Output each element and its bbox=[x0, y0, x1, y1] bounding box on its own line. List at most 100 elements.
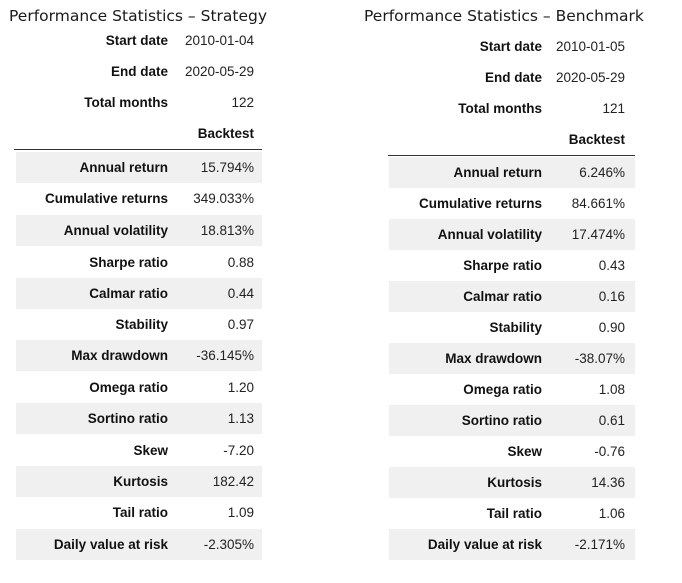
stat-value: -38.07% bbox=[574, 351, 625, 366]
header-divider bbox=[14, 149, 262, 150]
meta-value: 122 bbox=[231, 95, 254, 110]
stat-row: Calmar ratio 0.44 bbox=[16, 278, 262, 309]
stat-label: Max drawdown bbox=[445, 351, 542, 366]
stat-label: Annual volatility bbox=[63, 223, 168, 238]
stat-value: 18.813% bbox=[200, 223, 254, 238]
stat-row: Tail ratio 1.06 bbox=[389, 498, 635, 529]
stat-row: Sortino ratio 1.13 bbox=[16, 403, 262, 434]
stat-row: Daily value at risk -2.305% bbox=[16, 529, 262, 560]
stat-label: Sharpe ratio bbox=[89, 255, 168, 270]
meta-row-start-date: Start date 2010-01-04 bbox=[16, 25, 262, 56]
column-header-row: Backtest bbox=[16, 118, 262, 149]
meta-row-total-months: Total months 122 bbox=[16, 87, 262, 118]
meta-label: End date bbox=[484, 70, 542, 85]
column-header-backtest: Backtest bbox=[568, 132, 625, 147]
stat-row: Kurtosis 14.36 bbox=[389, 467, 635, 498]
stat-value: 349.033% bbox=[193, 191, 254, 206]
stat-value: -0.76 bbox=[594, 444, 625, 459]
stat-row: Cumulative returns 84.661% bbox=[389, 188, 635, 219]
stat-label: Tail ratio bbox=[112, 505, 168, 520]
meta-label: Start date bbox=[105, 33, 168, 48]
stat-value: -7.20 bbox=[223, 443, 254, 458]
stat-row: Kurtosis 182.42 bbox=[16, 466, 262, 497]
stat-label: Omega ratio bbox=[89, 380, 168, 395]
stat-row: Max drawdown -36.145% bbox=[16, 340, 262, 371]
stat-label: Daily value at risk bbox=[53, 537, 168, 552]
stat-value: 1.06 bbox=[598, 506, 625, 521]
meta-row-end-date: End date 2020-05-29 bbox=[16, 56, 262, 87]
stat-value: 14.36 bbox=[591, 475, 625, 490]
stat-row: Stability 0.90 bbox=[389, 312, 635, 343]
stat-row: Calmar ratio 0.16 bbox=[389, 281, 635, 312]
stat-row: Annual volatility 18.813% bbox=[16, 215, 262, 246]
stat-label: Daily value at risk bbox=[427, 537, 542, 552]
stat-value: 1.13 bbox=[227, 411, 254, 426]
meta-label: Total months bbox=[84, 95, 168, 110]
stat-label: Kurtosis bbox=[113, 474, 168, 489]
stat-value: 17.474% bbox=[571, 227, 625, 242]
stat-row: Annual return 6.246% bbox=[389, 157, 635, 188]
stat-value: 0.44 bbox=[227, 286, 254, 301]
stat-row: Sharpe ratio 0.88 bbox=[16, 247, 262, 278]
stat-row: Omega ratio 1.20 bbox=[16, 372, 262, 403]
stat-label: Calmar ratio bbox=[89, 286, 168, 301]
stat-label: Max drawdown bbox=[71, 348, 168, 363]
benchmark-title: Performance Statistics – Benchmark bbox=[364, 7, 644, 25]
meta-row-end-date: End date 2020-05-29 bbox=[389, 62, 635, 93]
stat-row: Max drawdown -38.07% bbox=[389, 343, 635, 374]
stat-label: Cumulative returns bbox=[418, 196, 542, 211]
header-divider bbox=[388, 155, 635, 156]
stat-row: Omega ratio 1.08 bbox=[389, 374, 635, 405]
stat-label: Skew bbox=[507, 444, 542, 459]
stat-label: Calmar ratio bbox=[463, 289, 542, 304]
meta-value: 2010-01-04 bbox=[184, 33, 254, 48]
stat-value: -2.171% bbox=[574, 537, 625, 552]
stat-value: 1.09 bbox=[227, 505, 254, 520]
stat-value: 0.16 bbox=[598, 289, 625, 304]
stat-value: 6.246% bbox=[579, 165, 625, 180]
meta-row-total-months: Total months 121 bbox=[389, 93, 635, 124]
stat-label: Annual return bbox=[453, 165, 542, 180]
stat-value: -36.145% bbox=[196, 348, 254, 363]
stat-label: Sortino ratio bbox=[87, 411, 168, 426]
stat-label: Skew bbox=[133, 443, 168, 458]
stat-label: Sortino ratio bbox=[461, 413, 542, 428]
stat-value: 84.661% bbox=[571, 196, 625, 211]
meta-label: End date bbox=[110, 64, 168, 79]
stat-label: Stability bbox=[489, 320, 542, 335]
meta-value: 2010-01-05 bbox=[555, 39, 625, 54]
stat-label: Cumulative returns bbox=[44, 191, 168, 206]
stat-row: Sortino ratio 0.61 bbox=[389, 405, 635, 436]
stat-label: Annual return bbox=[79, 160, 168, 175]
meta-label: Total months bbox=[458, 101, 542, 116]
stat-label: Stability bbox=[115, 317, 168, 332]
stat-label: Tail ratio bbox=[486, 506, 542, 521]
meta-value: 2020-05-29 bbox=[555, 70, 625, 85]
column-header-backtest: Backtest bbox=[197, 126, 254, 141]
stat-value: 0.90 bbox=[598, 320, 625, 335]
strategy-title: Performance Statistics – Strategy bbox=[9, 7, 268, 25]
meta-value: 2020-05-29 bbox=[184, 64, 254, 79]
stat-row: Skew -7.20 bbox=[16, 435, 262, 466]
stat-value: -2.305% bbox=[203, 537, 254, 552]
stat-value: 182.42 bbox=[212, 474, 254, 489]
stat-row: Stability 0.97 bbox=[16, 309, 262, 340]
stat-value: 0.88 bbox=[227, 255, 254, 270]
stat-row: Annual return 15.794% bbox=[16, 152, 262, 183]
stat-value: 1.20 bbox=[227, 380, 254, 395]
stat-row: Skew -0.76 bbox=[389, 436, 635, 467]
stat-row: Cumulative returns 349.033% bbox=[16, 183, 262, 214]
stat-value: 0.43 bbox=[598, 258, 625, 273]
stat-value: 15.794% bbox=[200, 160, 254, 175]
stat-label: Kurtosis bbox=[487, 475, 542, 490]
stat-label: Annual volatility bbox=[437, 227, 542, 242]
meta-row-start-date: Start date 2010-01-05 bbox=[389, 31, 635, 62]
stat-row: Daily value at risk -2.171% bbox=[389, 529, 635, 560]
column-header-row: Backtest bbox=[389, 124, 635, 155]
stat-label: Sharpe ratio bbox=[463, 258, 542, 273]
stat-row: Sharpe ratio 0.43 bbox=[389, 250, 635, 281]
meta-value: 121 bbox=[602, 101, 625, 116]
stat-value: 0.97 bbox=[227, 317, 254, 332]
meta-label: Start date bbox=[479, 39, 542, 54]
stat-row: Tail ratio 1.09 bbox=[16, 497, 262, 528]
